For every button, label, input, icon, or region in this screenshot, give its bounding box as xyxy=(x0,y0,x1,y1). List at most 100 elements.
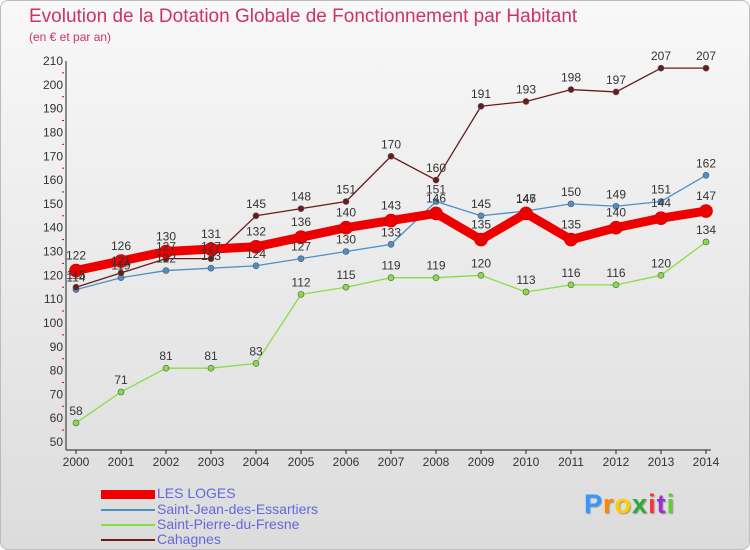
point-saint-pierre-du-fresne-2006 xyxy=(342,283,350,291)
point-saint-jean-des-essartiers-2007 xyxy=(387,241,395,248)
point-les-loges-2000 xyxy=(69,263,83,278)
data-label-cahagnes-2014: 207 xyxy=(696,49,716,63)
logo-letter: x xyxy=(632,489,649,519)
data-label-saint-jean-des-essartiers-2013: 151 xyxy=(651,182,671,196)
point-les-loges-2006 xyxy=(339,220,353,235)
point-cahagnes-2014 xyxy=(702,64,710,72)
point-cahagnes-2006 xyxy=(342,198,350,205)
y-tick-label-110: 110 xyxy=(44,292,63,306)
point-cahagnes-2011 xyxy=(567,86,575,93)
y-tick-label-160: 160 xyxy=(43,173,63,187)
point-saint-jean-des-essartiers-2002 xyxy=(162,267,170,274)
logo-letter: t xyxy=(656,489,667,519)
point-les-loges-2003 xyxy=(204,242,218,256)
y-tick-label-60: 60 xyxy=(50,411,64,425)
x-tick-label-2004: 2004 xyxy=(243,455,270,469)
data-label-les-loges-2000: 122 xyxy=(66,249,86,263)
data-label-saint-jean-des-essartiers-2010: 147 xyxy=(516,192,536,206)
point-les-loges-2014 xyxy=(699,204,713,218)
y-tick-label-130: 130 xyxy=(43,245,63,259)
x-tick-label-2005: 2005 xyxy=(288,455,315,469)
point-saint-pierre-du-fresne-2009 xyxy=(477,272,485,279)
point-cahagnes-2007 xyxy=(387,152,395,160)
data-labels: 122 126 130 131 132 136 140 143 146 135 146 135 140 1… xyxy=(66,49,716,418)
point-les-loges-2007 xyxy=(384,213,398,228)
chart-subtitle: (en € et par an) xyxy=(29,30,112,44)
point-saint-pierre-du-fresne-2012 xyxy=(612,281,620,289)
point-saint-jean-des-essartiers-2011 xyxy=(567,200,575,208)
point-les-loges-2011 xyxy=(564,232,578,247)
data-label-cahagnes-2004: 145 xyxy=(246,197,266,211)
axes: 50 60 70 80 90 100 110 120 130 140 150 160 170 180 190… xyxy=(43,54,720,469)
data-label-saint-jean-des-essartiers-2009: 145 xyxy=(471,197,491,211)
data-label-cahagnes-2000: 115 xyxy=(66,268,85,282)
point-saint-pierre-du-fresne-2008 xyxy=(432,274,440,281)
legend-swatch-cahagnes xyxy=(101,539,155,541)
legend-label-saint-jean: Saint-Jean-des-Essartiers xyxy=(157,501,319,517)
data-label-les-loges-2003: 131 xyxy=(201,227,221,241)
point-cahagnes-2010 xyxy=(522,98,530,105)
data-label-les-loges-2010: 146 xyxy=(516,191,536,205)
point-les-loges-2013 xyxy=(654,211,668,225)
point-saint-jean-des-essartiers-2009 xyxy=(477,212,485,220)
data-label-saint-jean-des-essartiers-2011: 150 xyxy=(561,185,581,199)
data-label-cahagnes-2007: 170 xyxy=(381,137,401,151)
data-label-les-loges-2008: 146 xyxy=(426,191,446,205)
point-les-loges-2002 xyxy=(159,244,173,259)
data-label-saint-jean-des-essartiers-2005: 127 xyxy=(291,240,311,254)
point-cahagnes-2009 xyxy=(477,102,485,110)
data-label-cahagnes-2008: 160 xyxy=(426,161,446,175)
point-les-loges-2012 xyxy=(609,220,623,235)
point-saint-jean-des-essartiers-2006 xyxy=(342,248,350,255)
data-label-saint-pierre-du-fresne-2014: 134 xyxy=(696,223,716,237)
data-label-cahagnes-2009: 191 xyxy=(471,87,491,101)
point-saint-pierre-du-fresne-2014 xyxy=(702,238,710,246)
point-saint-pierre-du-fresne-2010 xyxy=(522,288,530,296)
point-cahagnes-2001 xyxy=(117,269,125,277)
data-label-saint-jean-des-essartiers-2014: 162 xyxy=(696,156,716,170)
data-label-les-loges-2004: 132 xyxy=(246,225,266,239)
data-label-saint-pierre-du-fresne-2000: 58 xyxy=(69,404,83,418)
chart-title: Evolution de la Dotation Globale de Fonc… xyxy=(29,6,578,27)
x-tick-label-2008: 2008 xyxy=(423,455,450,469)
x-tick-label-2013: 2013 xyxy=(648,455,675,469)
data-label-saint-jean-des-essartiers-2012: 149 xyxy=(606,187,626,201)
data-label-saint-pierre-du-fresne-2003: 81 xyxy=(204,349,218,363)
x-tick-label-2011: 2011 xyxy=(558,455,584,469)
logo-letter: P xyxy=(584,489,604,519)
data-label-cahagnes-2005: 148 xyxy=(291,190,311,204)
logo-letter: i xyxy=(648,489,657,519)
x-tick-label-2001: 2001 xyxy=(108,455,135,469)
data-label-saint-jean-des-essartiers-2004: 124 xyxy=(246,247,266,261)
x-tick-label-2009: 2009 xyxy=(468,455,495,469)
data-label-cahagnes-2002: 127 xyxy=(156,240,176,254)
y-tick-label-100: 100 xyxy=(43,316,63,330)
point-cahagnes-2012 xyxy=(612,88,620,96)
point-les-loges-2008 xyxy=(429,206,443,221)
legend-swatch-saint-jean xyxy=(101,509,155,511)
point-cahagnes-2013 xyxy=(657,64,665,72)
data-label-saint-pierre-du-fresne-2012: 116 xyxy=(606,266,625,280)
data-label-saint-jean-des-essartiers-2000: 114 xyxy=(66,271,85,285)
point-les-loges-2010 xyxy=(519,206,533,221)
data-label-saint-pierre-du-fresne-2011: 116 xyxy=(561,266,580,280)
data-label-saint-pierre-du-fresne-2004: 83 xyxy=(249,344,263,358)
point-saint-pierre-du-fresne-2013 xyxy=(657,272,665,279)
point-saint-jean-des-essartiers-2008 xyxy=(432,198,440,205)
x-tick-label-2010: 2010 xyxy=(513,455,540,469)
data-label-saint-pierre-du-fresne-2006: 115 xyxy=(336,268,355,282)
data-label-les-loges-2002: 130 xyxy=(156,230,176,244)
data-label-les-loges-2009: 135 xyxy=(471,218,491,232)
y-tick-label-120: 120 xyxy=(43,268,63,282)
data-label-les-loges-2006: 140 xyxy=(336,206,356,220)
legend-label-cahagnes: Cahagnes xyxy=(157,531,221,547)
data-label-cahagnes-2013: 207 xyxy=(651,49,671,63)
point-saint-jean-des-essartiers-2005 xyxy=(297,255,305,262)
data-label-saint-jean-des-essartiers-2007: 133 xyxy=(381,225,401,239)
point-saint-jean-des-essartiers-2004 xyxy=(252,262,260,270)
point-les-loges-2001 xyxy=(114,254,128,268)
data-label-les-loges-2012: 140 xyxy=(606,206,626,220)
point-cahagnes-2008 xyxy=(432,176,440,184)
legend-label-saint-pierre: Saint-Pierre-du-Fresne xyxy=(157,516,300,532)
x-tick-label-2003: 2003 xyxy=(198,455,225,469)
